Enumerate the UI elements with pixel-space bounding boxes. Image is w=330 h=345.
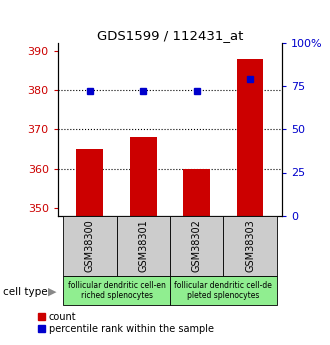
- Text: follicular dendritic cell-de
pleted splenocytes: follicular dendritic cell-de pleted sple…: [175, 281, 272, 300]
- Title: GDS1599 / 112431_at: GDS1599 / 112431_at: [97, 29, 243, 42]
- Text: GSM38302: GSM38302: [192, 219, 202, 272]
- Text: follicular dendritic cell-en
riched splenocytes: follicular dendritic cell-en riched sple…: [68, 281, 165, 300]
- Bar: [130, 137, 157, 216]
- Bar: [170, 276, 277, 305]
- Bar: [77, 149, 103, 216]
- Legend: count, percentile rank within the sample: count, percentile rank within the sample: [38, 312, 214, 334]
- Bar: [223, 216, 277, 276]
- Text: GSM38303: GSM38303: [245, 219, 255, 272]
- Text: cell type: cell type: [3, 287, 48, 296]
- Text: GSM38301: GSM38301: [138, 219, 148, 272]
- Text: GSM38300: GSM38300: [85, 219, 95, 272]
- Text: ▶: ▶: [48, 287, 56, 296]
- Bar: [63, 216, 116, 276]
- Bar: [183, 169, 210, 216]
- Bar: [116, 216, 170, 276]
- Bar: [63, 276, 170, 305]
- Bar: [170, 216, 223, 276]
- Bar: [237, 59, 263, 216]
